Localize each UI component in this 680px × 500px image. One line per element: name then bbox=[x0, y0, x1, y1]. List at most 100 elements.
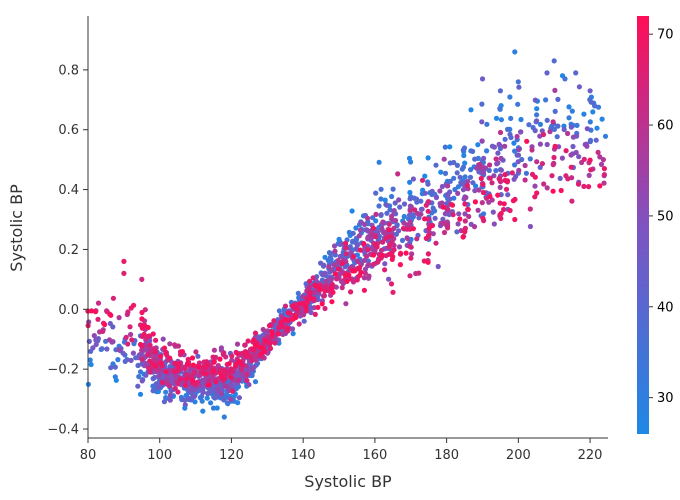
scatter-point bbox=[221, 397, 227, 403]
scatter-point bbox=[269, 330, 275, 337]
scatter-point bbox=[422, 216, 428, 222]
scatter-point bbox=[145, 352, 151, 358]
scatter-point bbox=[479, 76, 486, 82]
scatter-point bbox=[141, 331, 147, 337]
scatter-point bbox=[422, 173, 428, 179]
scatter-point bbox=[376, 159, 382, 165]
scatter-point bbox=[497, 105, 503, 112]
scatter-point bbox=[439, 200, 445, 206]
scatter-point bbox=[515, 159, 521, 165]
scatter-point bbox=[361, 275, 367, 281]
scatter-point bbox=[358, 269, 364, 275]
scatter-point bbox=[595, 104, 602, 110]
scatter-point bbox=[559, 155, 566, 161]
scatter-point bbox=[439, 183, 445, 190]
scatter-point bbox=[382, 230, 389, 236]
scatter-point bbox=[373, 211, 379, 217]
scatter-point bbox=[350, 268, 356, 274]
scatter-point bbox=[244, 377, 250, 384]
scatter-point bbox=[526, 122, 532, 128]
scatter-point bbox=[515, 152, 522, 158]
scatter-point bbox=[493, 168, 499, 174]
scatter-point bbox=[487, 193, 493, 199]
scatter-point bbox=[507, 207, 513, 214]
scatter-point bbox=[137, 351, 144, 357]
scatter-point bbox=[496, 176, 502, 182]
scatter-point bbox=[425, 251, 431, 257]
scatter-point bbox=[128, 357, 134, 363]
scatter-point bbox=[454, 229, 460, 235]
scatter-point bbox=[156, 384, 162, 390]
scatter-point bbox=[103, 338, 109, 344]
scatter-point bbox=[451, 175, 457, 181]
scatter-point bbox=[99, 346, 105, 352]
scatter-point bbox=[399, 237, 406, 243]
scatter-points bbox=[85, 49, 609, 420]
scatter-point bbox=[555, 96, 561, 102]
scatter-point bbox=[175, 363, 182, 369]
scatter-point bbox=[157, 373, 163, 379]
scatter-point bbox=[146, 365, 152, 371]
scatter-point bbox=[523, 170, 530, 176]
scatter-point bbox=[464, 182, 470, 189]
scatter-point bbox=[425, 155, 431, 161]
scatter-point bbox=[554, 134, 560, 140]
scatter-point bbox=[401, 213, 407, 220]
scatter-point bbox=[349, 208, 355, 214]
scatter-point bbox=[252, 379, 259, 385]
scatter-point bbox=[549, 173, 555, 179]
scatter-point bbox=[243, 349, 249, 356]
scatter-point bbox=[551, 154, 557, 161]
scatter-point bbox=[130, 350, 136, 356]
scatter-point bbox=[147, 369, 153, 375]
scatter-point bbox=[390, 186, 396, 192]
scatter-point bbox=[386, 227, 392, 233]
scatter-point bbox=[211, 359, 217, 365]
scatter-point bbox=[502, 172, 508, 178]
scatter-point bbox=[437, 188, 443, 194]
scatter-point bbox=[587, 119, 593, 125]
scatter-point bbox=[452, 186, 458, 193]
scatter-point bbox=[445, 225, 451, 231]
scatter-point bbox=[552, 87, 558, 93]
scatter-point bbox=[249, 357, 255, 364]
scatter-point bbox=[348, 289, 354, 295]
scatter-point bbox=[143, 372, 149, 378]
scatter-point bbox=[303, 308, 309, 314]
scatter-point bbox=[317, 282, 323, 288]
scatter-point bbox=[396, 244, 403, 250]
scatter-point bbox=[311, 305, 317, 311]
scatter-point bbox=[285, 310, 291, 316]
scatter-point bbox=[357, 247, 363, 253]
y-tick-label: −0.2 bbox=[47, 363, 79, 378]
scatter-point bbox=[116, 315, 122, 321]
scatter-point bbox=[348, 276, 354, 282]
scatter-point bbox=[362, 270, 368, 276]
scatter-point bbox=[599, 116, 605, 122]
scatter-point bbox=[308, 295, 314, 301]
scatter-point bbox=[321, 262, 327, 268]
scatter-point bbox=[378, 196, 384, 202]
scatter-point bbox=[296, 321, 302, 327]
scatter-point bbox=[409, 251, 415, 257]
scatter-point bbox=[527, 206, 533, 212]
scatter-point bbox=[450, 212, 456, 218]
scatter-point bbox=[350, 230, 356, 236]
scatter-point bbox=[206, 377, 212, 383]
scatter-point bbox=[373, 234, 379, 240]
scatter-point bbox=[147, 342, 153, 348]
x-axis-title: Systolic BP bbox=[304, 472, 392, 491]
scatter-point bbox=[511, 176, 517, 182]
scatter-point bbox=[588, 167, 594, 173]
scatter-point bbox=[498, 210, 504, 217]
colorbar-tick-label: 70 bbox=[657, 28, 674, 43]
scatter-point bbox=[495, 150, 501, 156]
scatter-point bbox=[264, 338, 270, 344]
scatter-point bbox=[479, 200, 485, 206]
scatter-point bbox=[323, 278, 329, 284]
scatter-point bbox=[153, 363, 159, 369]
scatter-point bbox=[166, 383, 173, 389]
scatter-point bbox=[391, 247, 397, 253]
scatter-point bbox=[204, 395, 210, 401]
scatter-point bbox=[172, 360, 178, 366]
